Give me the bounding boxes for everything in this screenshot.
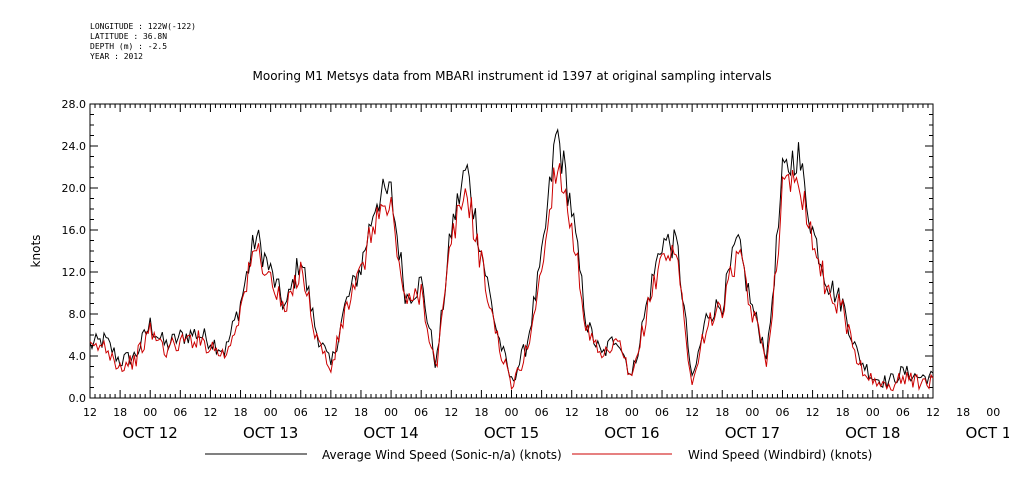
x-hour-tick-label: 06 [896, 406, 910, 419]
x-hour-tick-label: 00 [505, 406, 519, 419]
x-hour-tick-label: 06 [414, 406, 428, 419]
longitude-text: LONGITUDE : 122W(-122) [90, 22, 196, 31]
y-tick-label: 28.0 [62, 98, 87, 111]
series-line-2 [89, 163, 934, 392]
metadata-block: LONGITUDE : 122W(-122) LATITUDE : 36.8N DE… [90, 22, 196, 62]
x-day-label: OCT 14 [363, 424, 418, 442]
x-day-label: OCT 16 [604, 424, 659, 442]
x-hour-tick-label: 12 [203, 406, 217, 419]
x-hour-tick-label: 00 [143, 406, 157, 419]
x-hour-tick-label: 12 [565, 406, 579, 419]
x-hour-tick-label: 18 [956, 406, 970, 419]
x-hour-tick-label: 00 [986, 406, 1000, 419]
y-tick-label: 20.0 [62, 182, 87, 195]
depth-text: DEPTH (m) : -2.5 [90, 42, 168, 51]
latitude-text: LATITUDE : 36.8N [90, 32, 168, 41]
x-hour-tick-label: 06 [775, 406, 789, 419]
x-hour-tick-label: 18 [474, 406, 488, 419]
x-hour-tick-label: 12 [83, 406, 97, 419]
series-line-1 [89, 128, 934, 389]
x-hour-tick-label: 00 [866, 406, 880, 419]
x-hour-tick-label: 12 [926, 406, 940, 419]
x-day-label: OCT 12 [123, 424, 178, 442]
y-tick-label: 12.0 [62, 266, 87, 279]
x-day-label: OCT 18 [845, 424, 900, 442]
x-hour-tick-label: 12 [324, 406, 338, 419]
y-tick-label: 0.0 [69, 392, 87, 405]
x-hour-tick-label: 18 [595, 406, 609, 419]
x-hour-tick-label: 18 [715, 406, 729, 419]
x-hour-tick-label: 06 [294, 406, 308, 419]
y-tick-label: 24.0 [62, 140, 87, 153]
x-day-label: OCT 17 [725, 424, 780, 442]
x-hour-tick-label: 00 [625, 406, 639, 419]
x-hour-tick-label: 18 [234, 406, 248, 419]
x-hour-tick-label: 06 [535, 406, 549, 419]
x-day-label: OCT 13 [243, 424, 298, 442]
y-tick-label: 16.0 [62, 224, 87, 237]
x-day-label: OCT 19 [966, 424, 1009, 442]
year-text: YEAR : 2012 [90, 52, 143, 61]
y-tick-label: 8.0 [69, 308, 87, 321]
x-hour-tick-label: 18 [836, 406, 850, 419]
x-hour-tick-label: 00 [384, 406, 398, 419]
x-day-label: OCT 15 [484, 424, 539, 442]
x-hour-tick-label: 18 [113, 406, 127, 419]
x-hour-tick-label: 12 [806, 406, 820, 419]
x-hour-tick-label: 00 [264, 406, 278, 419]
y-axis-label: knots [29, 235, 43, 268]
legend-label-2: Wind Speed (Windbird) (knots) [688, 448, 872, 462]
x-hour-tick-label: 06 [173, 406, 187, 419]
x-hour-tick-label: 12 [685, 406, 699, 419]
chart-title: Mooring M1 Metsys data from MBARI instru… [253, 69, 772, 83]
x-hour-tick-label: 12 [444, 406, 458, 419]
y-tick-label: 4.0 [69, 350, 87, 363]
x-hour-tick-label: 06 [655, 406, 669, 419]
legend-label-1: Average Wind Speed (Sonic-n/a) (knots) [322, 448, 562, 462]
x-hour-tick-label: 00 [745, 406, 759, 419]
x-hour-tick-label: 18 [354, 406, 368, 419]
